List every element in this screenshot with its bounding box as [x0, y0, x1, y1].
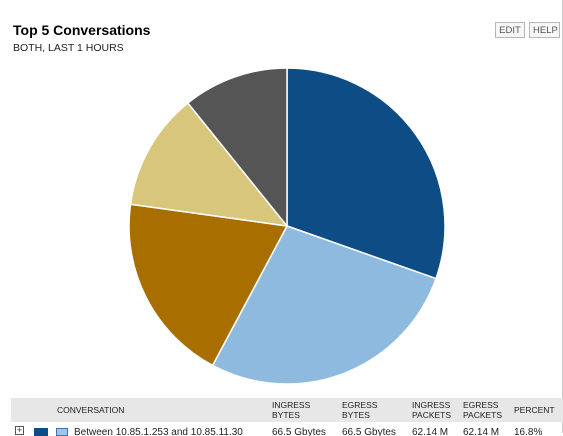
conversation-icon [56, 428, 68, 436]
ingress-packets-value: 62.14 M [412, 427, 449, 436]
col-ingress-packets-line1: INGRESS [412, 400, 451, 410]
egress-bytes-value: 66.5 Gbytes [342, 427, 396, 436]
col-egress-bytes[interactable]: EGRESS BYTES [342, 400, 378, 420]
widget-subtitle: BOTH, LAST 1 HOURS [13, 42, 124, 54]
egress-packets-value: 62.14 M [463, 427, 500, 436]
legend-swatch [34, 428, 48, 436]
col-percent[interactable]: PERCENT [514, 405, 555, 415]
col-conversation[interactable]: CONVERSATION [57, 405, 125, 415]
col-ingress-bytes-line1: INGRESS [272, 400, 311, 410]
col-ingress-bytes-line2: BYTES [272, 409, 300, 420]
col-ingress-packets[interactable]: INGRESS PACKETS [412, 400, 452, 420]
percent-value: 16.8% [514, 427, 543, 436]
col-egress-packets-line1: EGRESS [463, 400, 499, 410]
table-row[interactable]: + Between 10.85.1.253 and 10.85.11.30 66… [11, 424, 563, 436]
conversation-link[interactable]: Between 10.85.1.253 and 10.85.11.30 [74, 427, 243, 436]
col-egress-packets-line2: PACKETS [463, 409, 503, 420]
ingress-bytes-value: 66.5 Gbytes [272, 427, 326, 436]
pie-slice-4[interactable] [129, 101, 289, 228]
expand-toggle[interactable]: + [15, 425, 24, 435]
col-egress-bytes-line1: EGRESS [342, 400, 378, 410]
edit-button[interactable]: EDIT [495, 22, 525, 38]
widget-title: Top 5 Conversations [13, 22, 151, 38]
col-ingress-packets-line2: PACKETS [412, 409, 452, 420]
pie-slice-2[interactable] [211, 225, 437, 385]
conversation-pie-chart [128, 67, 446, 385]
col-ingress-bytes[interactable]: INGRESS BYTES [272, 400, 311, 420]
col-egress-bytes-line2: BYTES [342, 409, 370, 420]
col-egress-packets[interactable]: EGRESS PACKETS [463, 400, 503, 420]
table-header: CONVERSATION INGRESS BYTES EGRESS BYTES … [11, 398, 563, 422]
pie-slice-3[interactable] [128, 203, 289, 367]
pie-slice-5[interactable] [186, 67, 288, 229]
help-button[interactable]: HELP [529, 22, 560, 38]
pie-slice-1[interactable] [286, 67, 446, 280]
